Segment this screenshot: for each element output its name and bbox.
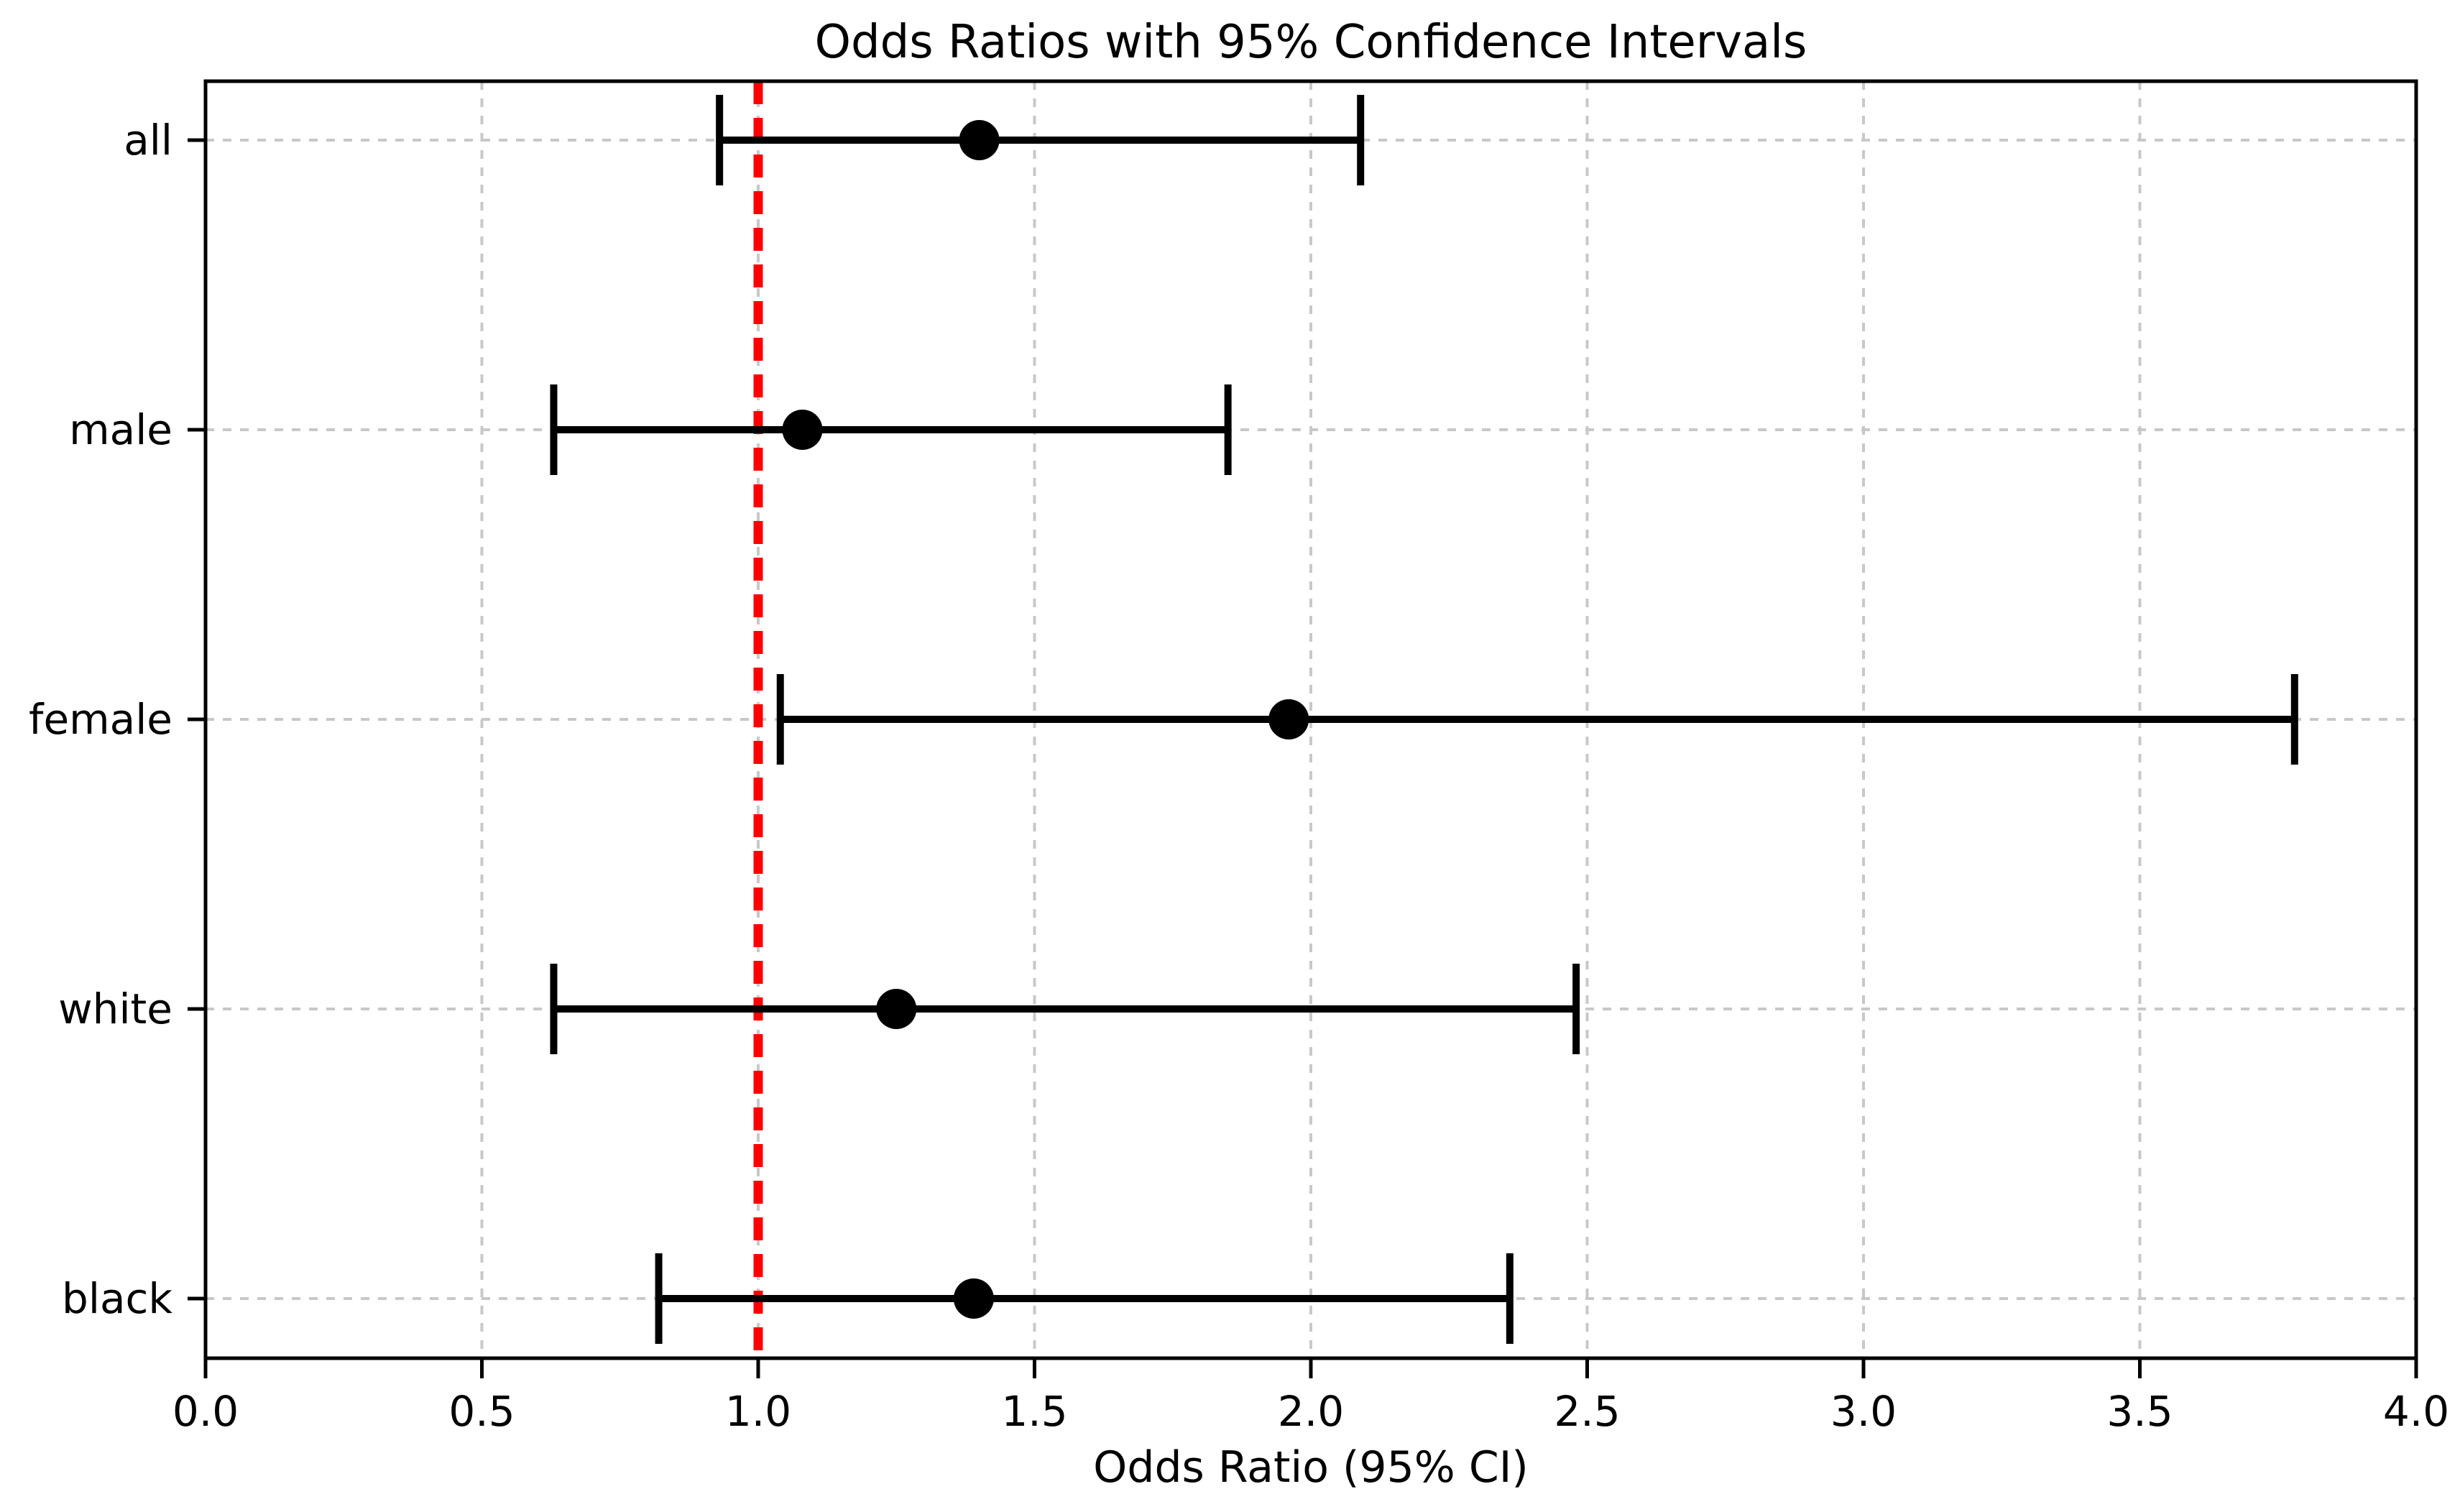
- x-tick-label: 3.5: [2106, 1387, 2173, 1436]
- x-tick-label: 1.5: [1001, 1387, 1067, 1436]
- x-tick-label: 4.0: [2383, 1387, 2449, 1436]
- error-bar-row-white: [550, 964, 1580, 1054]
- or-marker: [1268, 699, 1309, 739]
- x-tick-label: 1.0: [725, 1387, 791, 1436]
- y-tick-label-all: all: [124, 116, 172, 165]
- error-bar-row-female: [776, 674, 2298, 765]
- x-tick-label: 2.0: [1278, 1387, 1344, 1436]
- y-tick-label-white: white: [58, 985, 172, 1033]
- error-bar-layer: [550, 95, 2298, 1344]
- x-tick-label: 3.0: [1830, 1387, 1897, 1436]
- x-tick-label: 0.0: [172, 1387, 239, 1436]
- or-marker: [782, 410, 823, 450]
- y-tick-label-female: female: [29, 695, 172, 744]
- x-tick-label: 2.5: [1554, 1387, 1620, 1436]
- x-axis-label: Odds Ratio (95% CI): [1093, 1442, 1529, 1493]
- error-bar-row-black: [655, 1253, 1514, 1344]
- error-bar-row-all: [716, 95, 1365, 185]
- tick-layer: 0.0 0.5 1.0 1.5 2.0 2.5 3.0 3.5 4.0 all male female…: [29, 116, 2449, 1436]
- or-marker: [876, 989, 917, 1029]
- y-tick-label-male: male: [69, 405, 172, 454]
- or-marker: [959, 120, 1000, 160]
- error-bar-row-male: [550, 384, 1232, 475]
- x-tick-label: 0.5: [448, 1387, 515, 1436]
- chart-title: Odds Ratios with 95% Confidence Interval…: [815, 16, 1807, 69]
- y-tick-label-black: black: [62, 1274, 172, 1323]
- or-marker: [953, 1278, 994, 1319]
